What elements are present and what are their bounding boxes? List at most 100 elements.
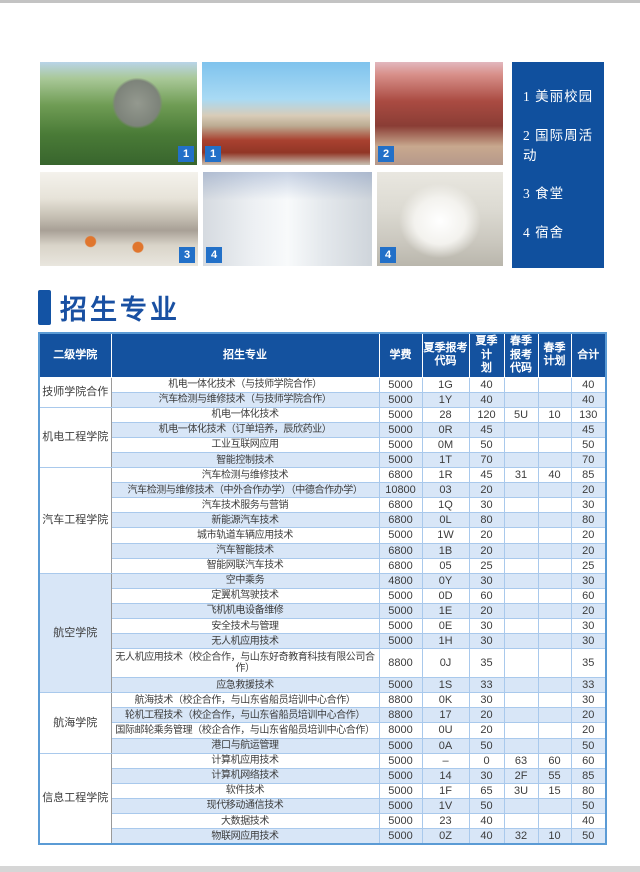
table-row: 飞机机电设备维修 5000 1E 20 20 bbox=[39, 602, 607, 620]
tuition-cell: 8800 bbox=[378, 692, 423, 709]
summer-plan-cell: 50 bbox=[468, 436, 505, 453]
total-cell: 45 bbox=[570, 421, 607, 438]
col-header-major: 招生专业 bbox=[110, 333, 380, 378]
summer-code-cell: 0U bbox=[421, 722, 470, 739]
table-row: 无人机应用技术（校企合作，与山东好奇教育科技有限公司合作） 8800 0J 35 35 bbox=[39, 648, 607, 679]
tuition-cell: 5000 bbox=[378, 752, 423, 769]
table-row: 现代移动通信技术 5000 1V 50 50 bbox=[39, 797, 607, 815]
summer-code-cell: 1B bbox=[421, 542, 470, 559]
spring-code-cell bbox=[503, 677, 539, 694]
photo-legend-panel: 1 美丽校园 2 国际周活动 3 食堂 4 宿舍 bbox=[512, 62, 604, 268]
spring-plan-cell bbox=[537, 602, 572, 620]
col-header-tuition: 学费 bbox=[378, 333, 423, 378]
table-row: 定翼机驾驶技术 5000 0D 60 60 bbox=[39, 587, 607, 604]
table-row: 汽车工程学院 汽车检测与维修技术 6800 1R 45 31 40 85 bbox=[38, 467, 607, 574]
summer-plan-cell: 45 bbox=[468, 467, 505, 484]
table-row: 航海学院 航海技术（校企合作，与山东省船员培训中心合作） 8800 0K 30 30 bbox=[38, 692, 607, 754]
summer-plan-cell: 30 bbox=[468, 767, 505, 784]
summer-plan-cell: 25 bbox=[468, 557, 505, 574]
table-row: 汽车技术服务与营销 6800 1Q 30 30 bbox=[39, 497, 607, 514]
major-cell: 无人机应用技术（校企合作，与山东好奇教育科技有限公司合作） bbox=[110, 648, 380, 679]
total-cell: 33 bbox=[570, 677, 607, 694]
college-cell: 机电工程学院 bbox=[38, 406, 112, 469]
total-cell: 60 bbox=[570, 752, 607, 769]
total-cell: 50 bbox=[570, 436, 607, 453]
table-row: 新能源汽车技术 6800 0L 80 80 bbox=[39, 512, 607, 529]
tuition-cell: 5000 bbox=[378, 376, 423, 393]
summer-plan-cell: 20 bbox=[468, 527, 505, 544]
tuition-cell: 5000 bbox=[378, 677, 423, 694]
tuition-cell: 6800 bbox=[378, 557, 423, 574]
legend-item-international-week: 2 国际周活动 bbox=[523, 127, 594, 163]
total-cell: 40 bbox=[570, 376, 607, 393]
table-row: 轮机工程技术（校企合作，与山东省船员培训中心合作） 8800 17 20 20 bbox=[39, 707, 607, 724]
tuition-cell: 6800 bbox=[378, 467, 423, 484]
summer-code-cell: 1S bbox=[421, 677, 470, 694]
table-row: 汽车检测与维修技术（中外合作办学）（中德合作办学） 10800 03 20 20 bbox=[39, 482, 607, 499]
summer-code-cell: – bbox=[421, 752, 470, 769]
summer-code-cell: 0K bbox=[421, 692, 470, 709]
spring-plan-cell bbox=[537, 572, 572, 589]
tuition-cell: 10800 bbox=[378, 482, 423, 499]
total-cell: 20 bbox=[570, 527, 607, 544]
photo-badge: 1 bbox=[178, 146, 194, 162]
summer-plan-cell: 40 bbox=[468, 813, 505, 830]
summer-plan-cell: 20 bbox=[468, 707, 505, 724]
college-cell: 航空学院 bbox=[38, 572, 112, 694]
summer-code-cell: 0M bbox=[421, 436, 470, 453]
photo-international-week: 2 bbox=[375, 62, 503, 165]
summer-plan-cell: 40 bbox=[468, 376, 505, 393]
tuition-cell: 5000 bbox=[378, 737, 423, 754]
major-cell: 新能源汽车技术 bbox=[110, 512, 380, 529]
tuition-cell: 5000 bbox=[378, 436, 423, 453]
spring-plan-cell bbox=[537, 376, 572, 393]
total-cell: 50 bbox=[570, 828, 607, 845]
summer-plan-cell: 30 bbox=[468, 497, 505, 514]
spring-plan-cell: 10 bbox=[537, 406, 572, 423]
spring-code-cell bbox=[503, 813, 539, 830]
spring-plan-cell bbox=[537, 737, 572, 754]
major-cell: 汽车检测与维修技术（与技师学院合作） bbox=[110, 391, 380, 408]
summer-code-cell: 0Z bbox=[421, 828, 470, 845]
major-cell: 计算机应用技术 bbox=[110, 752, 380, 769]
table-row: 大数据技术 5000 23 40 40 bbox=[39, 813, 607, 830]
tuition-cell: 5000 bbox=[378, 813, 423, 830]
table-row: 机电一体化技术（订单培养，辰欣药业） 5000 0R 45 45 bbox=[39, 421, 607, 438]
tuition-cell: 5000 bbox=[378, 587, 423, 604]
spring-code-cell bbox=[503, 707, 539, 724]
tuition-cell: 5000 bbox=[378, 797, 423, 815]
tuition-cell: 5000 bbox=[378, 421, 423, 438]
spring-plan-cell bbox=[537, 692, 572, 709]
spring-code-cell bbox=[503, 692, 539, 709]
photo-hallway: 4 bbox=[377, 172, 503, 266]
summer-code-cell: 1T bbox=[421, 451, 470, 469]
spring-plan-cell: 10 bbox=[537, 828, 572, 845]
total-cell: 50 bbox=[570, 737, 607, 754]
tuition-cell: 5000 bbox=[378, 828, 423, 845]
col-header-college: 二级学院 bbox=[39, 333, 112, 378]
major-cell: 智能网联汽车技术 bbox=[110, 557, 380, 574]
photo-badge: 4 bbox=[380, 247, 396, 263]
summer-plan-cell: 40 bbox=[468, 391, 505, 408]
spring-plan-cell bbox=[537, 633, 572, 650]
summer-code-cell: 1F bbox=[421, 782, 470, 799]
tuition-cell: 4800 bbox=[378, 572, 423, 589]
spring-code-cell bbox=[503, 376, 539, 393]
summer-code-cell: 1H bbox=[421, 633, 470, 650]
major-cell: 物联网应用技术 bbox=[110, 828, 380, 845]
tuition-cell: 5000 bbox=[378, 602, 423, 620]
total-cell: 30 bbox=[570, 617, 607, 635]
major-cell: 计算机网络技术 bbox=[110, 767, 380, 784]
college-cell: 汽车工程学院 bbox=[38, 467, 112, 574]
major-cell: 港口与航运管理 bbox=[110, 737, 380, 754]
major-cell: 汽车技术服务与营销 bbox=[110, 497, 380, 514]
summer-plan-cell: 30 bbox=[468, 572, 505, 589]
total-cell: 30 bbox=[570, 692, 607, 709]
tuition-cell: 5000 bbox=[378, 782, 423, 799]
total-cell: 20 bbox=[570, 542, 607, 559]
total-cell: 30 bbox=[570, 497, 607, 514]
col-header-summer-plan: 夏季计 划 bbox=[468, 333, 505, 378]
total-cell: 30 bbox=[570, 633, 607, 650]
spring-plan-cell: 60 bbox=[537, 752, 572, 769]
total-cell: 20 bbox=[570, 602, 607, 620]
